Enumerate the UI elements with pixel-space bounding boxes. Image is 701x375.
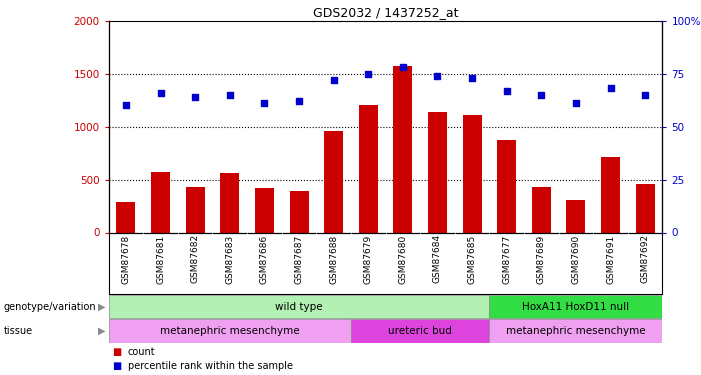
Text: GSM87685: GSM87685: [468, 234, 477, 284]
Point: [224, 92, 236, 98]
Text: GSM87680: GSM87680: [398, 234, 407, 284]
Point: [571, 100, 582, 106]
Title: GDS2032 / 1437252_at: GDS2032 / 1437252_at: [313, 6, 458, 20]
Bar: [351, 319, 489, 343]
Text: GSM87678: GSM87678: [121, 234, 130, 284]
Text: GSM87679: GSM87679: [364, 234, 373, 284]
Bar: [393, 66, 412, 232]
Text: ▶: ▶: [97, 302, 105, 312]
Point: [362, 70, 374, 76]
Bar: [290, 191, 308, 232]
Point: [189, 94, 200, 100]
Text: genotype/variation: genotype/variation: [4, 302, 96, 312]
Bar: [428, 112, 447, 232]
Point: [639, 92, 651, 98]
Bar: [489, 319, 662, 343]
Text: tissue: tissue: [4, 326, 33, 336]
Bar: [109, 295, 489, 318]
Point: [605, 86, 616, 92]
Text: GSM87682: GSM87682: [191, 234, 200, 284]
Bar: [324, 131, 343, 232]
Text: GSM87687: GSM87687: [294, 234, 304, 284]
Point: [259, 100, 270, 106]
Bar: [116, 202, 135, 232]
Text: ■: ■: [112, 347, 121, 357]
Bar: [359, 105, 378, 232]
Text: wild type: wild type: [275, 302, 323, 312]
Bar: [151, 172, 170, 232]
Text: GSM87677: GSM87677: [502, 234, 511, 284]
Text: metanephric mesenchyme: metanephric mesenchyme: [506, 326, 646, 336]
Point: [121, 102, 132, 108]
Text: GSM87686: GSM87686: [260, 234, 269, 284]
Point: [466, 75, 477, 81]
Text: GSM87684: GSM87684: [433, 234, 442, 284]
Text: GSM87688: GSM87688: [329, 234, 338, 284]
Bar: [255, 188, 274, 232]
Point: [155, 90, 166, 96]
Text: GSM87692: GSM87692: [641, 234, 650, 284]
Text: HoxA11 HoxD11 null: HoxA11 HoxD11 null: [522, 302, 629, 312]
Bar: [532, 187, 551, 232]
Text: GSM87689: GSM87689: [537, 234, 546, 284]
Bar: [636, 184, 655, 232]
Text: percentile rank within the sample: percentile rank within the sample: [128, 361, 292, 371]
Text: ureteric bud: ureteric bud: [388, 326, 452, 336]
Text: ▶: ▶: [97, 326, 105, 336]
Bar: [220, 173, 239, 232]
Text: ■: ■: [112, 361, 121, 371]
Bar: [601, 157, 620, 232]
Text: GSM87681: GSM87681: [156, 234, 165, 284]
Point: [328, 77, 339, 83]
Point: [294, 98, 305, 104]
Point: [536, 92, 547, 98]
Text: GSM87683: GSM87683: [225, 234, 234, 284]
Text: GSM87691: GSM87691: [606, 234, 615, 284]
Bar: [497, 140, 516, 232]
Bar: [463, 115, 482, 232]
Bar: [186, 187, 205, 232]
Text: GSM87690: GSM87690: [571, 234, 580, 284]
Point: [501, 87, 512, 93]
Point: [397, 64, 409, 70]
Bar: [489, 295, 662, 318]
Point: [432, 73, 443, 79]
Bar: [109, 319, 351, 343]
Text: count: count: [128, 347, 155, 357]
Bar: [566, 200, 585, 232]
Text: metanephric mesenchyme: metanephric mesenchyme: [160, 326, 299, 336]
